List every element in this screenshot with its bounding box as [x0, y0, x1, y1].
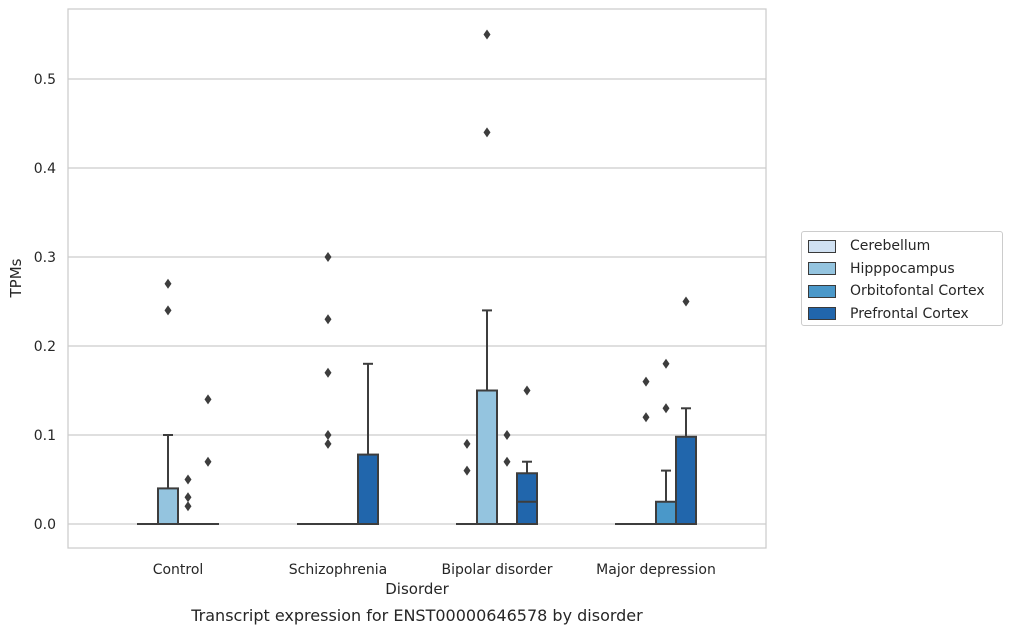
- outlier-point: [523, 385, 531, 396]
- outlier-point: [483, 127, 491, 138]
- y-tick-label: 0.4: [34, 161, 56, 177]
- iqr-box: [516, 472, 538, 525]
- legend-swatch: [808, 307, 836, 320]
- outlier-point: [164, 278, 172, 289]
- y-tick-label: 0.0: [34, 517, 56, 533]
- iqr-box: [675, 435, 697, 525]
- y-tick-label: 0.5: [34, 72, 56, 88]
- outlier-point: [184, 474, 192, 485]
- iqr-box: [476, 389, 498, 525]
- box-prefrontal-cortex: [516, 460, 538, 525]
- legend-label: Orbitofontal Cortex: [850, 283, 985, 299]
- legend-swatch: [808, 284, 836, 298]
- outlier-point: [463, 438, 471, 449]
- y-axis-title: TPMs: [7, 258, 25, 298]
- outlier-point: [682, 296, 690, 307]
- box-hipppocampus: [476, 309, 498, 525]
- x-tick-labels: Control Schizophrenia Bipolar disorder Majo…: [153, 562, 716, 578]
- outlier-point: [642, 376, 650, 387]
- outlier-point: [204, 394, 212, 405]
- outlier-point: [184, 492, 192, 503]
- legend-label: Hipppocampus: [850, 260, 955, 277]
- x-tick-label: Schizophrenia: [289, 562, 387, 578]
- outlier-point: [463, 465, 471, 476]
- iqr-box: [655, 500, 677, 525]
- outlier-point: [662, 403, 670, 414]
- plot-frame: [67, 8, 767, 549]
- legend-item: Orbitofontal Cortex: [808, 281, 985, 301]
- box-orbitofontal-cortex: [655, 469, 677, 525]
- x-axis-title: Disorder: [385, 580, 449, 598]
- legend-item: Prefrontal Cortex: [808, 304, 969, 324]
- legend-swatch: [808, 239, 836, 253]
- x-tick-label: Major depression: [596, 562, 716, 578]
- outlier-point: [204, 456, 212, 467]
- y-tick-label: 0.3: [34, 250, 56, 266]
- iqr-box: [357, 453, 379, 525]
- box-prefrontal-cortex: [675, 407, 697, 525]
- legend-item: Cerebellum: [808, 236, 930, 256]
- legend-label: Cerebellum: [850, 238, 931, 254]
- iqr-box: [157, 487, 179, 525]
- outlier-point: [184, 501, 192, 512]
- outlier-point: [662, 358, 670, 369]
- outlier-point: [324, 438, 332, 449]
- y-tick-labels: 0.0 0.1 0.2 0.3 0.4 0.5: [34, 72, 56, 533]
- box-prefrontal-cortex: [357, 362, 379, 525]
- gridlines: [68, 78, 766, 525]
- legend-item: Hipppocampus: [808, 259, 955, 279]
- outlier-point: [324, 430, 332, 440]
- figure-caption: Transcript expression for ENST0000064657…: [191, 606, 643, 625]
- legend-label: Prefrontal Cortex: [850, 305, 969, 322]
- x-tick-label: Control: [153, 562, 204, 578]
- outlier-point: [483, 29, 491, 40]
- y-tick-label: 0.2: [34, 339, 56, 355]
- legend: Cerebellum Hipppocampus Orbitofontal Corte…: [801, 231, 1003, 326]
- outlier-point: [503, 430, 511, 440]
- outlier-point: [164, 305, 172, 316]
- box-hipppocampus: [157, 434, 179, 525]
- legend-swatch: [808, 262, 836, 275]
- outlier-point: [642, 412, 650, 423]
- x-tick-label: Bipolar disorder: [441, 562, 552, 578]
- outlier-point: [503, 456, 511, 467]
- outlier-point: [324, 252, 332, 262]
- outlier-point: [324, 314, 332, 325]
- outlier-points: [164, 29, 690, 512]
- box-groups: [137, 309, 697, 526]
- y-tick-label: 0.1: [34, 428, 56, 444]
- outlier-point: [324, 367, 332, 378]
